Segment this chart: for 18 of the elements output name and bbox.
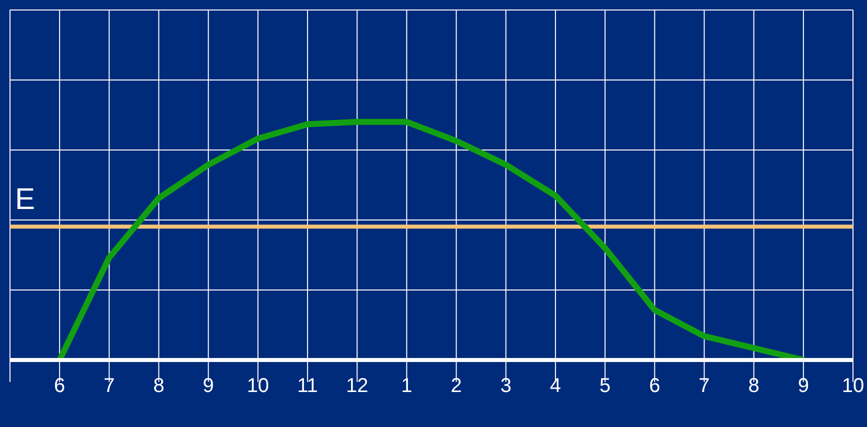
x-tick-label: 3	[500, 375, 512, 398]
x-tick-label: 2	[450, 375, 462, 398]
x-tick-label: 4	[550, 375, 562, 398]
x-tick-label: 12	[346, 375, 368, 398]
x-tick-label: 1	[401, 375, 412, 398]
x-tick-label: 9	[798, 375, 809, 398]
x-tick-label: 6	[649, 375, 660, 398]
x-tick-label: 10	[246, 375, 270, 398]
x-tick-label: 9	[202, 375, 214, 398]
x-tick-label: 6	[54, 375, 66, 398]
x-tick-label: 5	[599, 375, 611, 398]
x-tick-label: 7	[698, 375, 710, 398]
ref-line-label: E	[15, 182, 36, 216]
x-tick-label: 11	[297, 375, 318, 398]
x-tick-label: 8	[153, 375, 164, 398]
x-tick-label: 7	[104, 375, 115, 398]
x-tick-label: 10	[842, 375, 864, 398]
x-tick-label: 8	[748, 375, 760, 398]
